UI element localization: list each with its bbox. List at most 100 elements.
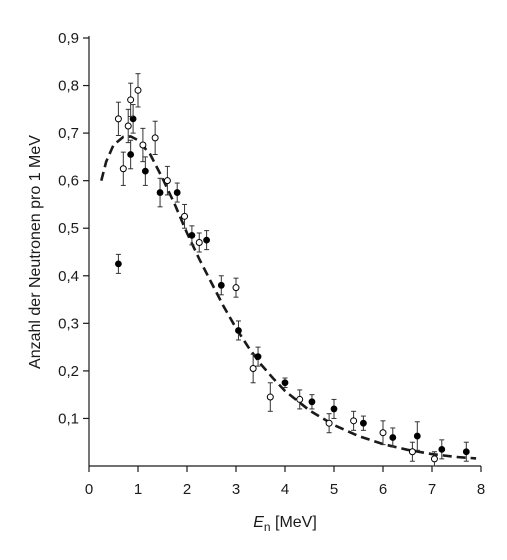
open-data-point — [430, 451, 438, 467]
x-tick-label: 0 — [85, 481, 93, 498]
filled-data-point — [115, 253, 122, 274]
open-data-point — [181, 203, 189, 229]
fit-curve — [100, 135, 477, 460]
y-tick-label: 0,2 — [58, 363, 79, 380]
y-tick-label: 0,9 — [58, 30, 79, 47]
filled-data-point — [389, 427, 397, 448]
y-ticks: 0,1 0,2 0,3 0,4 0,5 0,6 0,7 0,8 0,9 — [58, 30, 89, 427]
filled-data-point — [413, 421, 421, 451]
open-data-point — [232, 277, 240, 298]
open-marker — [408, 448, 416, 456]
open-data-point — [151, 120, 159, 156]
open-marker — [139, 141, 147, 149]
open-marker — [134, 86, 142, 94]
open-marker — [163, 177, 171, 185]
filled-data-point — [330, 398, 338, 419]
filled-marker — [188, 231, 196, 239]
open-data-point — [139, 127, 147, 163]
filled-marker — [115, 260, 122, 268]
open-data-point — [195, 232, 203, 253]
filled-data-point — [203, 230, 211, 251]
open-marker — [124, 122, 132, 130]
open-data-point — [114, 101, 122, 136]
plot-axes — [88, 36, 481, 467]
filled-marker — [156, 189, 164, 196]
open-marker — [232, 284, 240, 292]
open-marker — [430, 455, 438, 463]
x-tick-label: 2 — [183, 481, 191, 498]
filled-data-point — [438, 439, 446, 460]
filled-data-point — [235, 320, 242, 341]
x-axis-title-unit: [MeV] — [271, 514, 317, 531]
y-tick-label: 0,1 — [58, 410, 79, 427]
filled-marker — [217, 281, 225, 289]
filled-data-point — [188, 225, 196, 246]
open-data-point — [296, 389, 304, 410]
filled-marker — [438, 445, 446, 453]
filled-data-point — [156, 177, 164, 208]
y-tick-label: 0,5 — [58, 220, 79, 237]
x-tick-label: 7 — [428, 481, 436, 498]
open-data-point — [249, 353, 257, 384]
open-marker — [114, 115, 122, 123]
filled-marker — [462, 448, 470, 456]
open-marker — [350, 417, 358, 425]
open-data-point — [408, 441, 416, 462]
filled-marker — [308, 398, 316, 406]
open-marker — [127, 96, 135, 104]
filled-marker — [330, 405, 338, 413]
x-axis-title-symbol: E — [253, 514, 264, 531]
open-data-point — [325, 413, 333, 434]
filled-marker — [173, 189, 181, 196]
open-data-point — [124, 108, 132, 144]
x-tick-label: 5 — [330, 481, 338, 498]
open-marker — [195, 238, 203, 246]
open-data-point — [119, 151, 127, 186]
open-marker — [119, 165, 127, 173]
filled-marker — [389, 434, 397, 441]
y-tick-label: 0,7 — [58, 125, 79, 142]
y-tick-label: 0,6 — [58, 173, 79, 190]
filled-marker — [127, 151, 135, 158]
data-points — [114, 73, 470, 467]
x-tick-label: 3 — [232, 481, 240, 498]
filled-data-point — [129, 104, 137, 134]
filled-data-point — [281, 377, 289, 389]
open-marker — [151, 134, 159, 142]
filled-marker — [281, 379, 289, 387]
x-axis-title-subscript: n — [264, 520, 271, 534]
filled-marker — [203, 236, 211, 244]
x-tick-label: 6 — [379, 481, 387, 498]
open-marker — [379, 429, 387, 437]
open-data-point — [134, 73, 142, 108]
open-marker — [296, 395, 304, 403]
filled-marker — [235, 327, 242, 334]
filled-data-point — [173, 182, 181, 203]
open-marker — [325, 419, 333, 427]
filled-data-point — [359, 415, 367, 431]
filled-data-point — [127, 139, 135, 170]
filled-data-point — [308, 394, 316, 410]
filled-marker — [413, 432, 421, 440]
filled-data-point — [462, 441, 470, 462]
open-marker — [181, 212, 189, 220]
filled-marker — [359, 419, 367, 427]
y-tick-label: 0,4 — [58, 268, 79, 285]
open-data-point — [163, 165, 171, 196]
x-ticks: 0 1 2 3 4 5 6 7 8 — [85, 466, 485, 498]
x-tick-label: 1 — [134, 481, 142, 498]
x-tick-label: 4 — [281, 481, 289, 498]
x-tick-label: 8 — [477, 481, 485, 498]
y-tick-label: 0,8 — [58, 78, 79, 95]
y-axis-title: Anzahl der Neutronen pro 1 MeV — [27, 135, 44, 369]
filled-marker — [129, 115, 137, 123]
x-axis-title: En [MeV] — [253, 514, 317, 534]
filled-marker — [254, 353, 262, 361]
open-data-point — [266, 382, 274, 412]
open-marker — [266, 393, 274, 401]
open-data-point — [350, 410, 358, 431]
open-data-point — [379, 420, 387, 446]
open-marker — [249, 365, 257, 373]
filled-marker — [141, 167, 149, 175]
